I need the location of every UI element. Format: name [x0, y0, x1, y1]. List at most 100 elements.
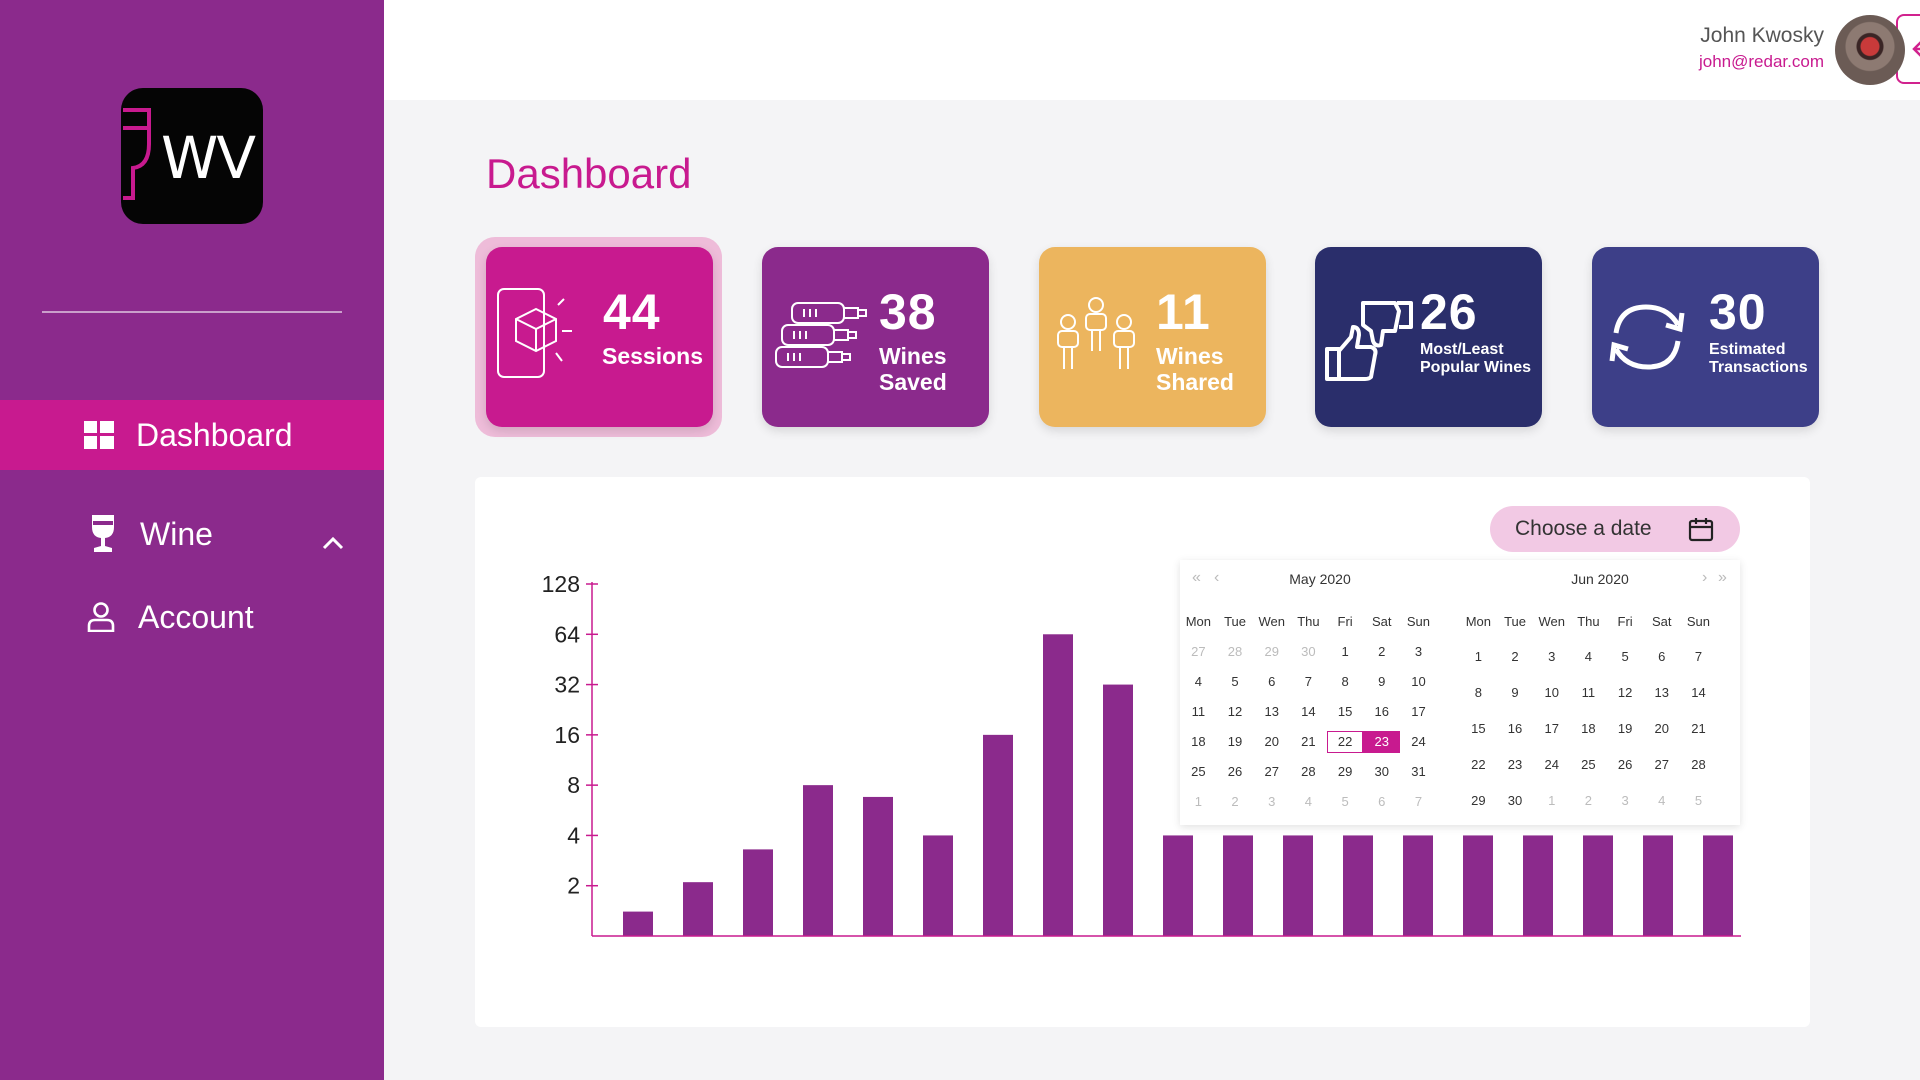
- calendar-day[interactable]: 29: [1327, 761, 1364, 783]
- calendar-day[interactable]: 1: [1460, 646, 1497, 668]
- calendar-day[interactable]: 11: [1570, 682, 1607, 704]
- calendar-week: 4 5 6 7 8 9 10: [1180, 671, 1460, 693]
- calendar-day[interactable]: 6: [1253, 671, 1290, 693]
- calendar-day[interactable]: 28: [1290, 761, 1327, 783]
- calendar-week: 8 9 10 11 12 13 14: [1460, 682, 1740, 704]
- calendar-day[interactable]: 30: [1363, 761, 1400, 783]
- calendar-day[interactable]: 27: [1643, 754, 1680, 776]
- calendar-day[interactable]: 22: [1327, 731, 1364, 753]
- calendar-day[interactable]: 20: [1253, 731, 1290, 753]
- calendar-day[interactable]: 26: [1217, 761, 1254, 783]
- calendar-day[interactable]: 7: [1680, 646, 1717, 668]
- calendar-day[interactable]: 10: [1400, 671, 1437, 693]
- calendar-day[interactable]: 11: [1180, 701, 1217, 723]
- calendar-day[interactable]: 17: [1533, 718, 1570, 740]
- calendar-day[interactable]: 4: [1180, 671, 1217, 693]
- y-tick-label: 8: [567, 772, 580, 798]
- calendar-day[interactable]: 16: [1497, 718, 1534, 740]
- calendar-day[interactable]: 5: [1327, 791, 1364, 813]
- calendar-day[interactable]: 14: [1290, 701, 1327, 723]
- calendar-day[interactable]: 19: [1217, 731, 1254, 753]
- calendar-day[interactable]: 5: [1607, 646, 1644, 668]
- calendar-day[interactable]: 2: [1497, 646, 1534, 668]
- calendar-day[interactable]: 4: [1570, 646, 1607, 668]
- calendar-day[interactable]: 17: [1400, 701, 1437, 723]
- calendar-day[interactable]: 6: [1643, 646, 1680, 668]
- calendar-day[interactable]: 16: [1363, 701, 1400, 723]
- calendar-day[interactable]: 23: [1497, 754, 1534, 776]
- calendar-day[interactable]: 9: [1497, 682, 1534, 704]
- calendar-day[interactable]: 24: [1533, 754, 1570, 776]
- calendar-day[interactable]: 18: [1570, 718, 1607, 740]
- calendar-day[interactable]: 3: [1253, 791, 1290, 813]
- chart-bar: [1523, 835, 1553, 936]
- calendar-day[interactable]: 29: [1460, 790, 1497, 812]
- chart-bar: [863, 797, 893, 936]
- calendar-week: 29 30 1 2 3 4 5: [1460, 790, 1740, 812]
- calendar-day[interactable]: 21: [1290, 731, 1327, 753]
- calendar-day[interactable]: 5: [1217, 671, 1254, 693]
- calendar-week: 1234567: [1460, 646, 1740, 668]
- calendar-day[interactable]: 3: [1607, 790, 1644, 812]
- weekday-label: Sat: [1643, 614, 1680, 629]
- calendar-day[interactable]: 26: [1607, 754, 1644, 776]
- calendar-day[interactable]: 13: [1253, 701, 1290, 723]
- calendar-day[interactable]: 31: [1400, 761, 1437, 783]
- calendar-weekdays: Mon Tue Wen Thu Fri Sat Sun: [1460, 614, 1740, 629]
- calendar-week: 27 28 29 30 1 2 3: [1180, 641, 1460, 663]
- calendar-day[interactable]: 12: [1217, 701, 1254, 723]
- calendar-day[interactable]: 9: [1363, 671, 1400, 693]
- calendar-day[interactable]: 25: [1570, 754, 1607, 776]
- calendar-day[interactable]: 24: [1400, 731, 1437, 753]
- weekday-label: Mon: [1180, 614, 1217, 629]
- calendar-day[interactable]: 27: [1180, 641, 1217, 663]
- chart-bar: [623, 912, 653, 936]
- calendar-day[interactable]: 28: [1680, 754, 1717, 776]
- calendar-day[interactable]: 22: [1460, 754, 1497, 776]
- calendar-day[interactable]: 12: [1607, 682, 1644, 704]
- chart-bar: [1163, 835, 1193, 936]
- calendar-day[interactable]: 30: [1497, 790, 1534, 812]
- calendar-day[interactable]: 28: [1217, 641, 1254, 663]
- calendar-day[interactable]: 7: [1400, 791, 1437, 813]
- calendar-day[interactable]: 30: [1290, 641, 1327, 663]
- calendar-day[interactable]: 7: [1290, 671, 1327, 693]
- weekday-label: Wen: [1533, 614, 1570, 629]
- calendar-day[interactable]: 20: [1643, 718, 1680, 740]
- calendar-day[interactable]: 13: [1643, 682, 1680, 704]
- calendar-day[interactable]: 18: [1180, 731, 1217, 753]
- calendar-day[interactable]: 23: [1363, 731, 1400, 753]
- choose-date-button[interactable]: Choose a date: [1490, 506, 1740, 552]
- calendar-day[interactable]: 8: [1327, 671, 1364, 693]
- chart-bar: [1223, 835, 1253, 936]
- calendar-day[interactable]: 6: [1363, 791, 1400, 813]
- calendar-week: 22 23 24 25 26 27 28: [1460, 754, 1740, 776]
- calendar-day[interactable]: 1: [1533, 790, 1570, 812]
- calendar-day[interactable]: 1: [1180, 791, 1217, 813]
- calendar-title: May 2020: [1180, 571, 1460, 587]
- calendar-day[interactable]: 2: [1217, 791, 1254, 813]
- calendar-day[interactable]: 2: [1363, 641, 1400, 663]
- calendar-day[interactable]: 10: [1533, 682, 1570, 704]
- calendar-day[interactable]: 25: [1180, 761, 1217, 783]
- calendar-day[interactable]: 27: [1253, 761, 1290, 783]
- calendar-day[interactable]: 4: [1643, 790, 1680, 812]
- calendar-day[interactable]: 3: [1533, 646, 1570, 668]
- calendar-day[interactable]: 29: [1253, 641, 1290, 663]
- calendar-day[interactable]: 1: [1327, 641, 1364, 663]
- calendar-day[interactable]: 8: [1460, 682, 1497, 704]
- calendar-day[interactable]: 21: [1680, 718, 1717, 740]
- calendar-day[interactable]: 4: [1290, 791, 1327, 813]
- choose-date-label: Choose a date: [1515, 517, 1652, 541]
- calendar-day[interactable]: 2: [1570, 790, 1607, 812]
- calendar-day[interactable]: 5: [1680, 790, 1717, 812]
- calendar-day[interactable]: 14: [1680, 682, 1717, 704]
- weekday-label: Wen: [1253, 614, 1290, 629]
- calendar-month-may: « ‹ May 2020 Mon Tue Wen Thu Fri Sat Sun 27 28 2…: [1180, 560, 1460, 825]
- calendar-day[interactable]: 15: [1327, 701, 1364, 723]
- chart-bar: [923, 835, 953, 936]
- chart-bar: [1283, 835, 1313, 936]
- calendar-day[interactable]: 15: [1460, 718, 1497, 740]
- calendar-day[interactable]: 3: [1400, 641, 1437, 663]
- calendar-day[interactable]: 19: [1607, 718, 1644, 740]
